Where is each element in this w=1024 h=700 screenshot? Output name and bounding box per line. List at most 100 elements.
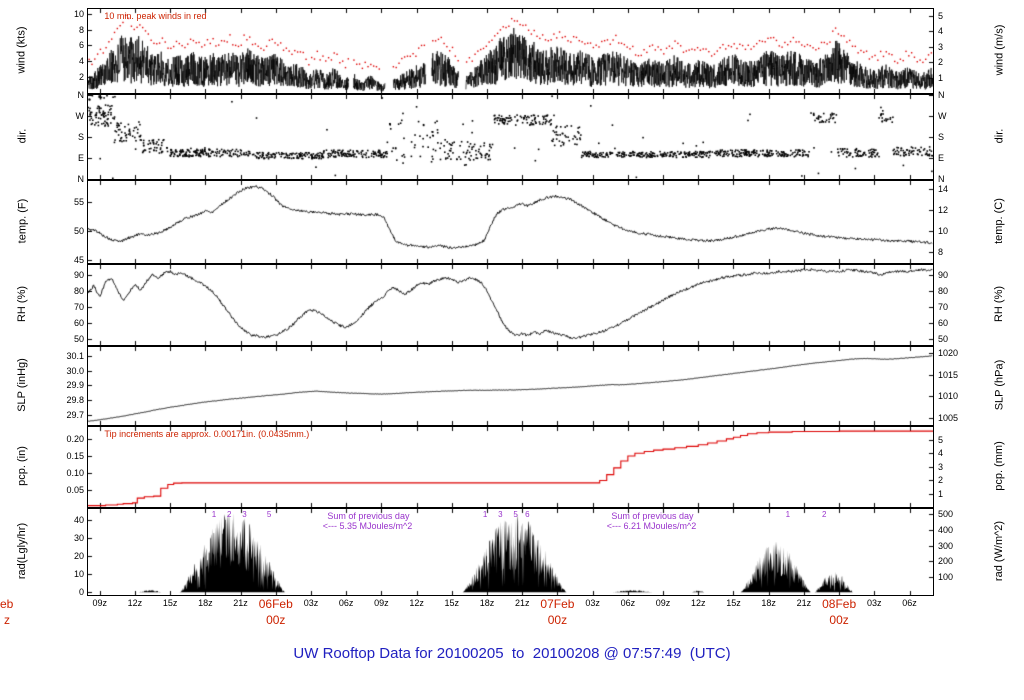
x-tick-label: 18z: [479, 598, 495, 608]
figure-title: UW Rooftop Data for 20100205 to 20100208…: [293, 645, 731, 662]
rad-annotation: <--- 5.35 MJoules/m^2: [322, 521, 413, 531]
axis-title-left-slp-text: SLP (inHg): [16, 358, 29, 412]
panel-pcp: [87, 426, 934, 508]
axis-title-right-rh: RH (%): [974, 264, 1024, 344]
rad-event-number: 2: [227, 510, 232, 519]
axis-title-left-dir: dir.: [0, 94, 44, 178]
axis-title-left-pcp: pcp. (in): [0, 426, 44, 506]
y-tick-label-right-slp: 1015: [938, 369, 959, 380]
axis-title-right-rad-text: rad (W/m^2): [993, 520, 1006, 582]
y-tick-label-right-pcp: 2: [938, 475, 944, 486]
y-tick-label-right-dir: S: [938, 132, 945, 142]
y-tick-label-right-pcp: 1: [938, 488, 944, 499]
y-tick-label-right-dir: W: [938, 111, 947, 121]
panel-rad: [87, 508, 934, 596]
panel-dir: [87, 94, 934, 180]
y-tick-label-right-rad: 400: [938, 525, 954, 535]
y-tick-label-left-rad: 10: [73, 569, 84, 580]
x-tick-label: 03z: [303, 598, 319, 608]
x-tick-label: 12z: [127, 598, 143, 608]
y-tick-label-right-temp: 10: [938, 225, 949, 236]
y-tick-label-left-dir: N: [77, 90, 85, 100]
y-tick-label-right-dir: N: [938, 174, 945, 184]
rad-event-number: 3: [498, 510, 503, 519]
axis-title-left-rh-text: RH (%): [16, 285, 28, 323]
y-tick-label-right-rh: 90: [938, 269, 949, 280]
panel-wind: [87, 8, 934, 94]
pcp-annotation: Tip increments are approx. 0.00171in. (0…: [104, 429, 310, 439]
axis-title-right-slp: SLP (hPa): [974, 346, 1024, 424]
panel-temp: [87, 180, 934, 264]
rad-trace-canvas: [88, 509, 933, 595]
axis-title-right-dir: dir.: [974, 94, 1024, 178]
wind-trace-canvas: [88, 9, 933, 93]
y-tick-label-left-rh: 90: [73, 269, 84, 280]
y-tick-label-left-rh: 60: [73, 317, 84, 328]
x-date-label: 08Feb: [822, 597, 857, 611]
y-tick-label-left-dir: W: [75, 111, 85, 121]
rad-event-number: 3: [242, 510, 247, 519]
y-tick-label-left-temp: 45: [73, 255, 84, 266]
y-tick-label-left-rad: 20: [73, 551, 84, 562]
rad-event-number: 5: [266, 510, 272, 519]
y-tick-label-right-rh: 60: [938, 317, 949, 328]
x-tick-label: 15z: [444, 598, 460, 608]
y-tick-label-left-slp: 30.1: [66, 350, 84, 361]
axis-title-left-rh: RH (%): [0, 264, 44, 344]
y-tick-label-right-dir: E: [938, 153, 945, 163]
y-tick-label-right-dir: N: [938, 90, 945, 100]
rad-event-number: 2: [822, 510, 827, 519]
rh-trace-canvas: [88, 265, 933, 345]
y-tick-label-right-wind: 5: [938, 10, 944, 21]
y-tick-label-left-slp: 29.7: [66, 409, 84, 420]
x-tick-label: 03z: [585, 598, 600, 608]
axis-title-right-pcp-text: pcp. (mm): [993, 441, 1005, 491]
x-tick-label: 15z: [162, 598, 178, 608]
x-tick-label: 12z: [691, 598, 706, 608]
axis-title-right-rad: rad (W/m^2): [974, 508, 1024, 594]
axis-title-right-temp: temp. (C): [974, 180, 1024, 262]
rad-annotation: <--- 6.21 MJoules/m^2: [606, 521, 697, 531]
y-tick-label-right-rad: 100: [938, 571, 954, 582]
y-tick-label-right-wind: 2: [938, 57, 944, 68]
rad-event-number: 1: [482, 510, 488, 519]
rad-annotation: Sum of previous day: [327, 511, 410, 521]
y-tick-label-right-temp: 14: [938, 183, 949, 194]
rad-event-number: 1: [211, 510, 217, 519]
y-tick-label-right-rh: 50: [938, 333, 949, 344]
x-tick-label: 21z: [514, 598, 530, 608]
rad-annotation: Sum of previous day: [611, 511, 694, 521]
rad-event-number: 1: [785, 510, 791, 519]
x-date-label-hour: 00z: [547, 613, 568, 627]
x-tick-label: 09z: [374, 598, 389, 608]
y-tick-label-left-pcp: 0.10: [66, 467, 84, 478]
clipped-date-label-line1: eb: [0, 597, 14, 611]
slp-trace-canvas: [88, 347, 933, 425]
y-tick-label-right-pcp: 3: [938, 461, 944, 472]
y-tick-label-right-pcp: 5: [938, 434, 944, 445]
y-tick-label-left-dir: E: [77, 153, 84, 163]
panel-slp: [87, 346, 934, 426]
x-tick-label: 21z: [233, 598, 248, 608]
axis-title-left-temp: temp. (F): [0, 180, 44, 262]
y-tick-label-right-pcp: 4: [938, 448, 944, 459]
x-date-label-hour: 00z: [266, 613, 286, 627]
y-tick-label-left-rad: 40: [73, 514, 84, 525]
x-tick-label: 06z: [902, 598, 917, 608]
x-tick-label: 06z: [620, 598, 636, 608]
y-tick-label-left-rh: 50: [73, 333, 84, 344]
x-tick-label: 12z: [409, 598, 424, 608]
y-tick-label-left-wind: 6: [78, 40, 84, 51]
axis-title-left-wind-text: wind (kts): [16, 26, 28, 74]
temp-trace-canvas: [88, 181, 933, 263]
y-tick-label-right-rh: 80: [938, 285, 949, 296]
rad-event-number: 6: [525, 510, 530, 519]
y-tick-label-left-wind: 4: [78, 56, 84, 67]
y-tick-label-right-rad: 500: [938, 509, 954, 520]
axis-title-right-temp-text: temp. (C): [993, 198, 1005, 244]
x-tick-label: 09z: [92, 598, 107, 608]
y-tick-label-right-rh: 70: [938, 301, 949, 312]
y-tick-label-right-slp: 1010: [938, 391, 959, 402]
clipped-date-label-line2: z: [4, 613, 10, 627]
